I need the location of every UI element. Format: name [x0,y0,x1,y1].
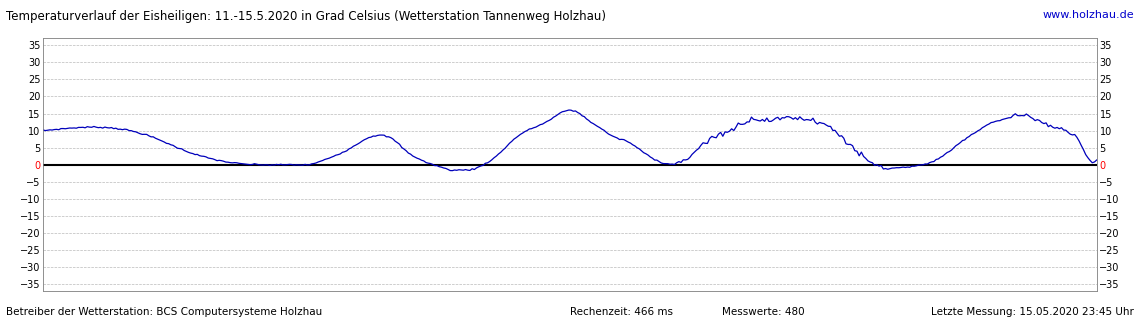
Text: Temperaturverlauf der Eisheiligen: 11.-15.5.2020 in Grad Celsius (Wetterstation : Temperaturverlauf der Eisheiligen: 11.-1… [6,10,605,23]
Text: www.holzhau.de: www.holzhau.de [1043,10,1134,20]
Text: Rechenzeit: 466 ms: Rechenzeit: 466 ms [570,307,673,317]
Text: Messwerte: 480: Messwerte: 480 [723,307,805,317]
Text: Letzte Messung: 15.05.2020 23:45 Uhr: Letzte Messung: 15.05.2020 23:45 Uhr [931,307,1134,317]
Text: Betreiber der Wetterstation: BCS Computersysteme Holzhau: Betreiber der Wetterstation: BCS Compute… [6,307,321,317]
